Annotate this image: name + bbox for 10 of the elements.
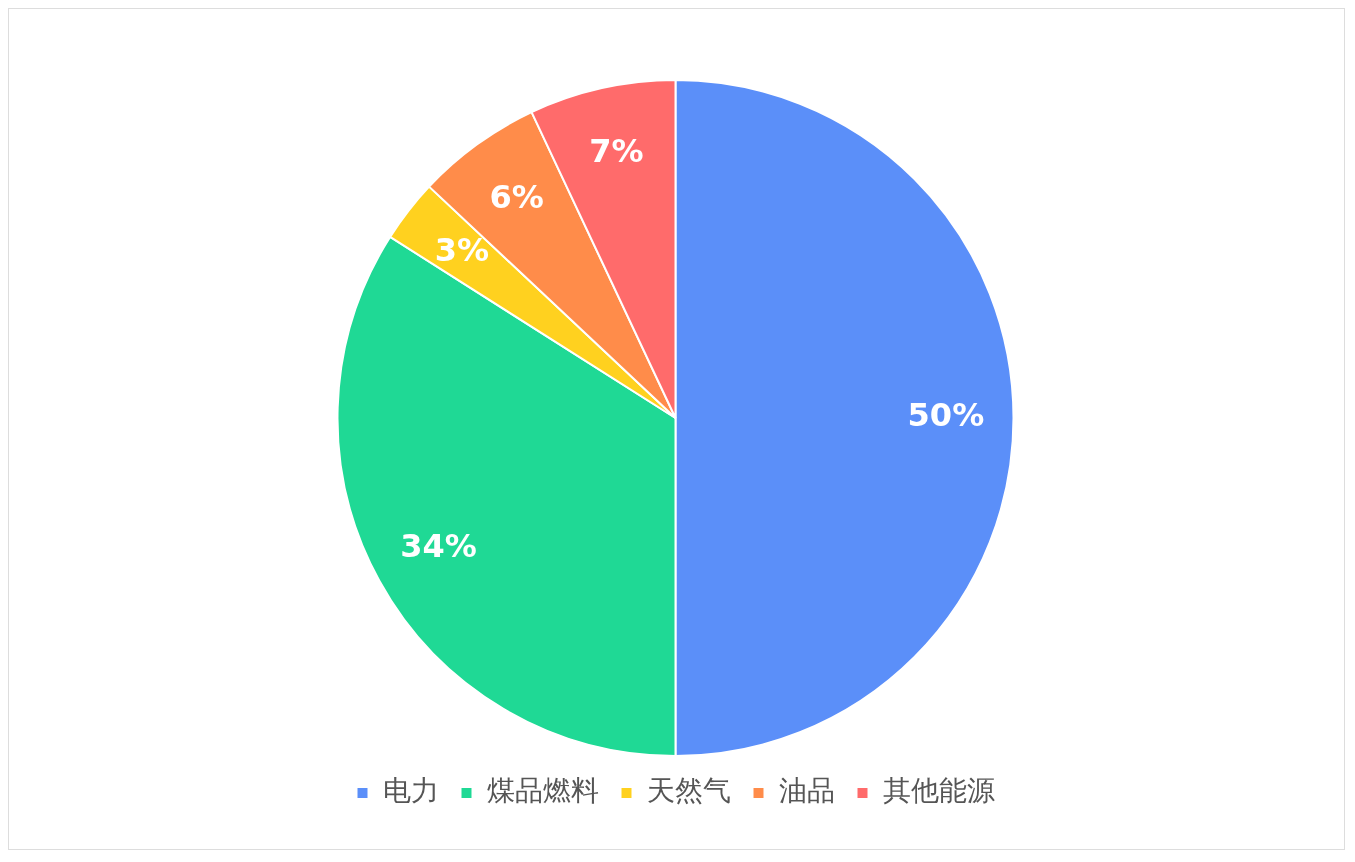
data-label: 6% xyxy=(489,177,544,216)
legend-label: 其他能源 xyxy=(882,774,995,808)
data-label: 3% xyxy=(434,230,490,269)
data-label: 7% xyxy=(589,132,644,171)
legend-label: 电力 xyxy=(382,774,439,808)
legend-label: 天然气 xyxy=(646,774,731,808)
legend-label: 煤品燃料 xyxy=(486,774,599,808)
data-label: 34% xyxy=(400,526,477,565)
legend-label: 油品 xyxy=(778,774,835,808)
data-label: 50% xyxy=(907,396,985,435)
